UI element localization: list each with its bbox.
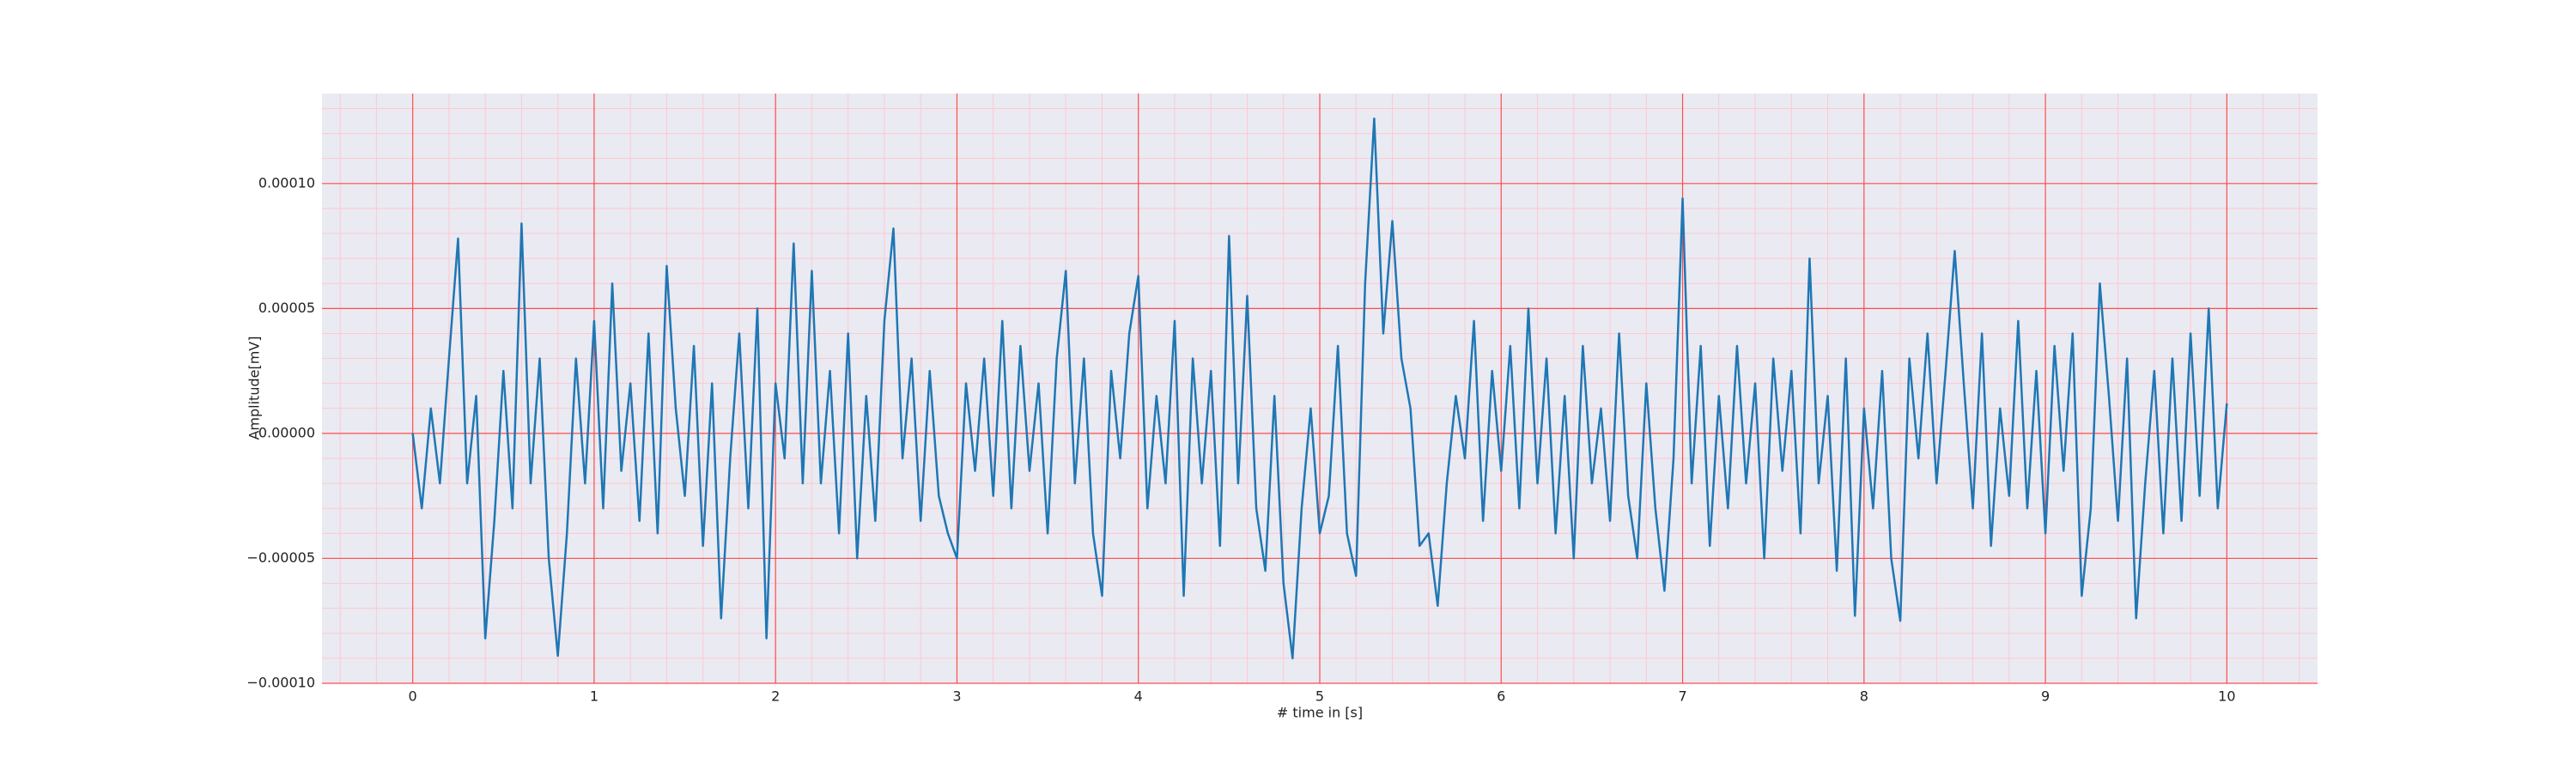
grid xyxy=(322,94,2318,684)
x-tick-label: 7 xyxy=(1678,688,1686,705)
x-tick-label: 5 xyxy=(1315,688,1324,705)
x-tick-label: 6 xyxy=(1497,688,1505,705)
y-tick-label: −0.00010 xyxy=(246,675,315,691)
x-tick-label: 10 xyxy=(2218,688,2235,705)
x-tick-label: 0 xyxy=(409,688,417,705)
plot-lines xyxy=(411,117,2228,660)
x-tick-label: 9 xyxy=(2041,688,2050,705)
x-tick-label: 8 xyxy=(1860,688,1868,705)
y-tick-label: 0.00005 xyxy=(258,300,315,316)
x-tick-label: 4 xyxy=(1134,688,1143,705)
signal-line xyxy=(411,117,2228,660)
y-tick-label: 0.00010 xyxy=(258,174,315,191)
y-tick-label: 0.00000 xyxy=(258,424,315,440)
y-axis-title: Amplitude[mV] xyxy=(246,336,263,440)
y-tick-label: −0.00005 xyxy=(246,549,315,566)
x-tick-label: 1 xyxy=(590,688,598,705)
x-tick-label: 3 xyxy=(952,688,961,705)
x-tick-label: 2 xyxy=(771,688,780,705)
x-axis-title: # time in [s] xyxy=(1277,705,1363,721)
